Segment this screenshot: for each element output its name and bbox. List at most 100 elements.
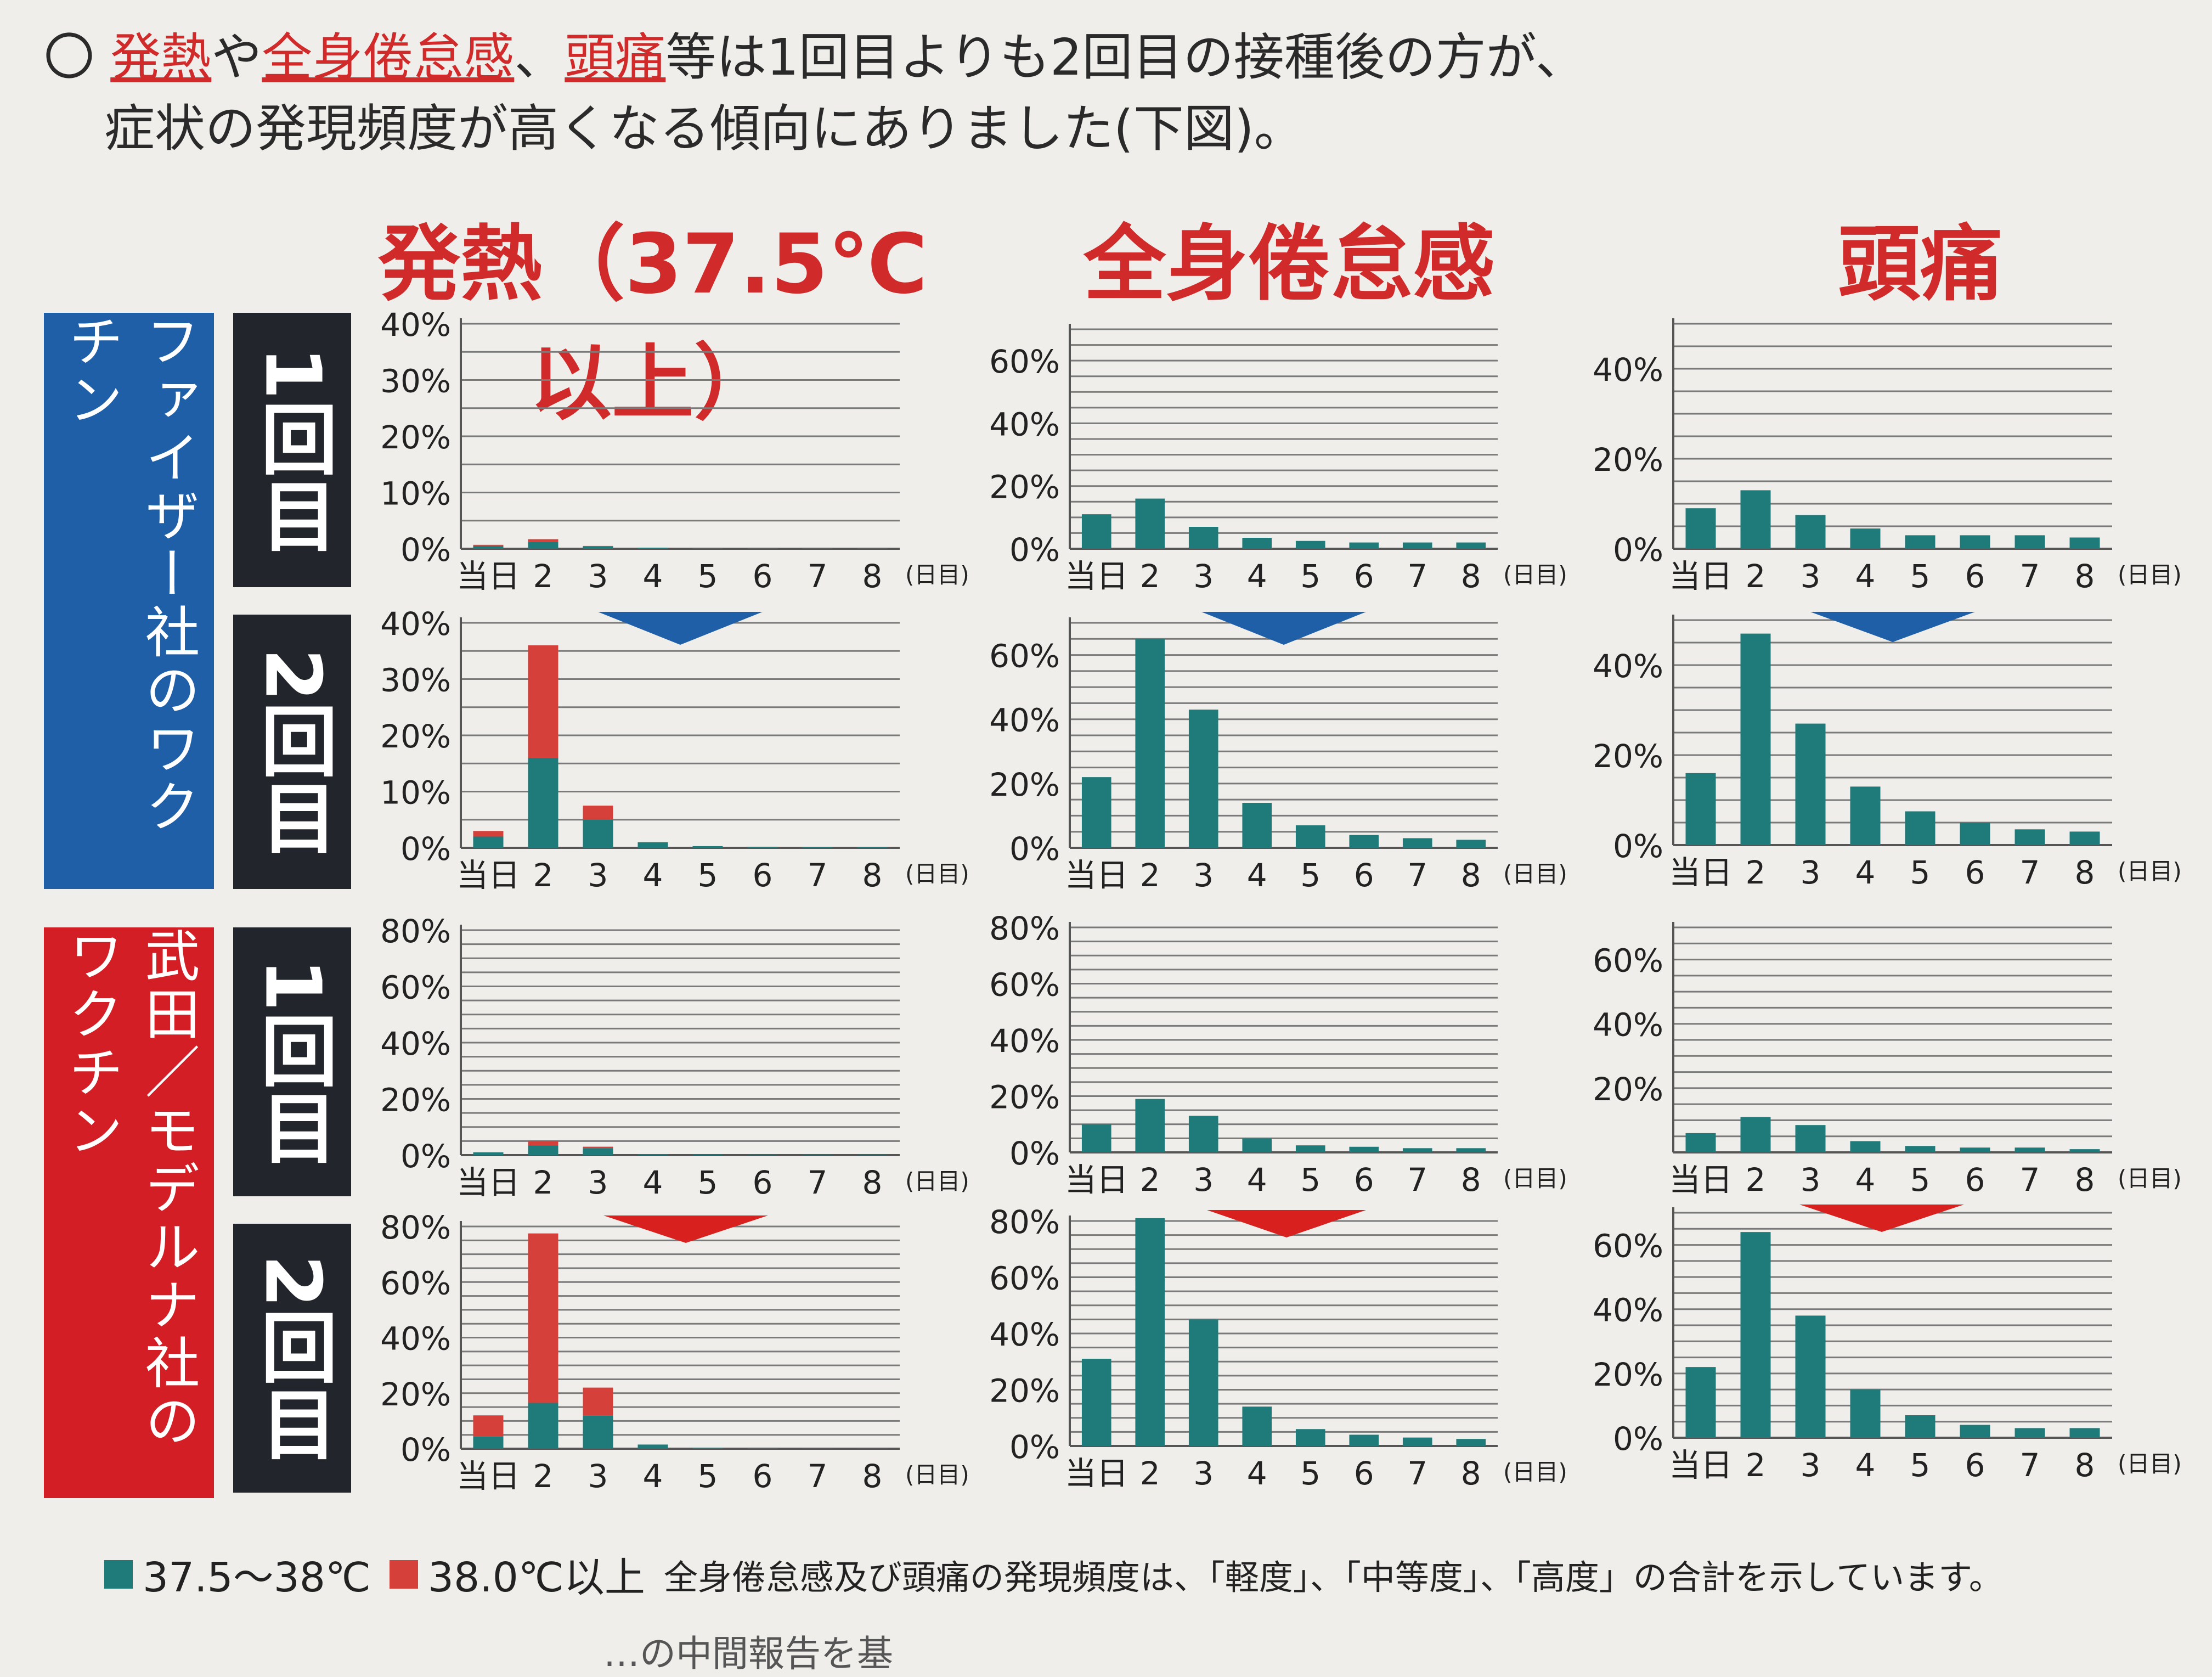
moderna-dose-2-label: 2回目 [233,1224,351,1493]
intro-line-2: 症状の発現頻度が高くなる傾向にありました(下図)。 [104,99,1305,158]
x-tick-label: 当日 [1669,558,1733,595]
bar-teal-3 [583,546,613,549]
x-tick-label: 当日 [1065,1455,1128,1492]
bar-teal-7 [802,1448,833,1449]
bar-teal-6 [1960,1147,1990,1152]
intro-text: 〇 発熱や全身倦怠感、頭痛等は1回目よりも2回目の接種後の方が、 症状の発現頻度… [44,22,1586,165]
intro-comma: 、 [514,28,565,87]
bar-teal-1 [473,1436,504,1449]
x-tick-label: 8 [2075,1447,2095,1484]
bar-teal-8 [857,1448,888,1449]
x-tick-label: 8 [1461,857,1481,894]
x-tick-label: 4 [1247,558,1267,595]
x-tick-label: 4 [1247,857,1267,894]
y-tick-label: 60% [989,1260,1060,1297]
x-tick-label: 7 [808,558,828,595]
y-tick-label: 40% [380,1320,451,1358]
x-tick-label: 6 [1354,1455,1374,1492]
x-tick-label: 5 [1300,857,1321,894]
x-tick-label: 5 [698,857,718,894]
x-tick-label: 5 [1910,854,1931,891]
bar-teal-7 [2015,1147,2045,1152]
bar-teal-8 [1456,1148,1486,1152]
bar-teal-1 [1081,514,1111,549]
intro-ya: や [211,28,262,87]
bar-teal-8 [857,847,888,848]
y-tick-label: 0% [1613,828,1663,865]
bar-red-3 [583,806,613,820]
y-tick-label: 0% [1613,531,1663,569]
x-tick-label: 8 [1461,1455,1481,1492]
x-tick-label: 2 [533,558,554,595]
moderna-dose-1-label: 1回目 [233,927,351,1196]
red-arrow-headache [1799,1205,1964,1232]
bar-teal-3 [1795,723,1826,845]
x-tick-label: 7 [808,1457,828,1495]
x-tick-label: 2 [1746,854,1766,891]
x-tick-label: 6 [1965,1161,1985,1198]
x-tick-label: 5 [1300,558,1321,595]
x-unit-label: (日目) [2118,561,2182,588]
bar-teal-2 [1135,1218,1165,1446]
y-tick-label: 0% [1613,1420,1663,1457]
x-unit-label: (日目) [1503,860,1567,887]
x-tick-label: 6 [1354,857,1374,894]
bar-teal-8 [2069,537,2100,549]
bar-teal-7 [1402,1437,1432,1446]
x-tick-label: 3 [1193,1161,1214,1198]
x-tick-label: 8 [2075,1161,2095,1198]
x-tick-label: 5 [698,558,718,595]
x-tick-label: 2 [1746,558,1766,595]
x-tick-label: 7 [2020,558,2040,595]
y-tick-label: 20% [989,766,1060,803]
x-tick-label: 4 [643,558,663,595]
bar-teal-3 [1188,710,1218,848]
y-tick-label: 40% [1593,1006,1663,1044]
x-tick-label: 8 [862,1164,883,1201]
bar-red-2 [528,539,558,542]
y-tick-label: 30% [380,662,451,699]
x-unit-label: (日目) [905,860,969,887]
x-tick-label: 3 [1801,1161,1821,1198]
bar-teal-7 [1402,1148,1432,1152]
y-tick-label: 0% [400,830,451,868]
x-tick-label: 6 [1354,558,1374,595]
y-tick-label: 0% [400,1431,451,1468]
pfizer-dose-2-label: 2回目 [233,615,351,889]
y-tick-label: 80% [989,910,1060,947]
bar-teal-2 [1740,1117,1771,1152]
bar-teal-2 [528,1403,558,1449]
y-tick-label: 60% [1593,1228,1663,1265]
y-tick-label: 40% [989,1022,1060,1060]
x-tick-label: 7 [1407,1161,1427,1198]
bar-teal-1 [1685,773,1716,845]
bar-teal-1 [1081,1124,1111,1152]
dose-1-text: 1回目 [247,958,337,1166]
x-tick-label: 4 [1855,854,1876,891]
bar-teal-8 [2069,1428,2100,1438]
bar-teal-8 [857,548,888,549]
bar-teal-1 [473,545,504,549]
bar-teal-2 [1740,1232,1771,1438]
y-tick-label: 40% [989,406,1060,443]
x-tick-label: 当日 [1669,854,1733,891]
y-tick-label: 40% [380,605,451,643]
fever-column-title: 発熱（37.5℃以上） [378,217,928,431]
x-unit-label: (日目) [1503,561,1567,588]
x-tick-label: 7 [2020,1447,2040,1484]
legend: 37.5～38℃ 38.0℃以上 全身倦怠感及び頭痛の発現頻度は、「軽度」、「中… [104,1545,2003,1603]
x-tick-label: 2 [533,1164,554,1201]
x-tick-label: 6 [1965,1447,1985,1484]
x-tick-label: 8 [1461,558,1481,595]
bar-teal-6 [747,1448,778,1449]
bar-teal-3 [1795,1125,1826,1152]
x-tick-label: 2 [1140,857,1160,894]
bar-teal-4 [1850,528,1881,549]
bar-teal-5 [1905,1146,1936,1152]
x-tick-label: 6 [753,857,773,894]
bar-teal-1 [1685,1367,1716,1438]
bar-teal-7 [1402,838,1432,848]
x-tick-label: 5 [698,1457,718,1495]
bar-teal-4 [1850,1389,1881,1438]
bar-teal-8 [1456,542,1486,549]
